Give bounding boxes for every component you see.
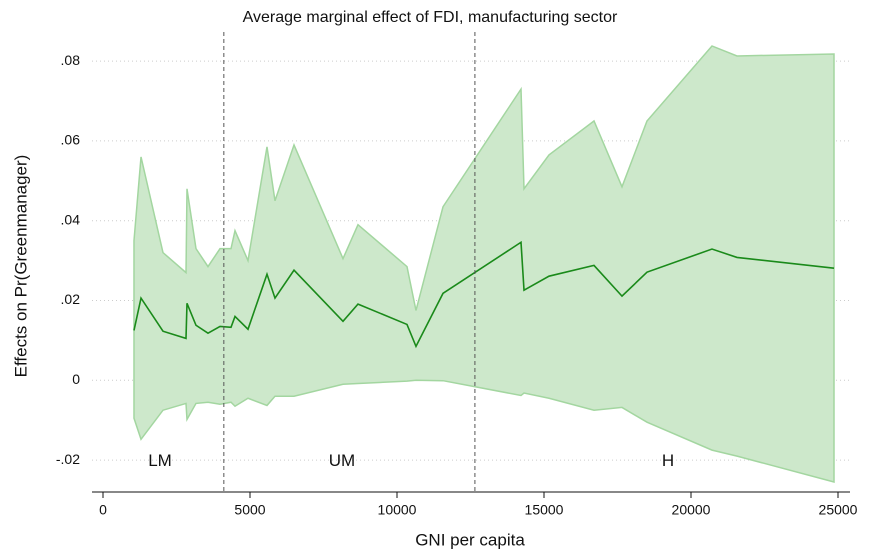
y-tick-label: .06 bbox=[61, 132, 81, 148]
y-tick-label: .08 bbox=[61, 52, 81, 68]
confidence-band bbox=[133, 45, 835, 484]
x-tick-label: 0 bbox=[99, 502, 107, 518]
region-label: UM bbox=[329, 451, 355, 470]
y-tick-label: .04 bbox=[61, 211, 81, 227]
y-tick-label: -.02 bbox=[56, 451, 80, 467]
chart-title: Average marginal effect of FDI, manufact… bbox=[243, 9, 618, 26]
x-axis-label: GNI per capita bbox=[415, 530, 525, 549]
x-tick-label: 15000 bbox=[525, 502, 564, 518]
effect-line bbox=[133, 240, 835, 349]
region-label: H bbox=[662, 451, 674, 470]
x-tick-label: 10000 bbox=[378, 502, 417, 518]
x-tick-label: 5000 bbox=[234, 502, 265, 518]
y-axis-label: Effects on Pr(Greenmanager) bbox=[11, 155, 30, 378]
y-tick-label: .02 bbox=[61, 291, 81, 307]
x-tick-label: 25000 bbox=[819, 502, 858, 518]
region-label: LM bbox=[148, 451, 172, 470]
y-tick-label: 0 bbox=[72, 371, 80, 387]
x-tick-label: 20000 bbox=[672, 502, 711, 518]
